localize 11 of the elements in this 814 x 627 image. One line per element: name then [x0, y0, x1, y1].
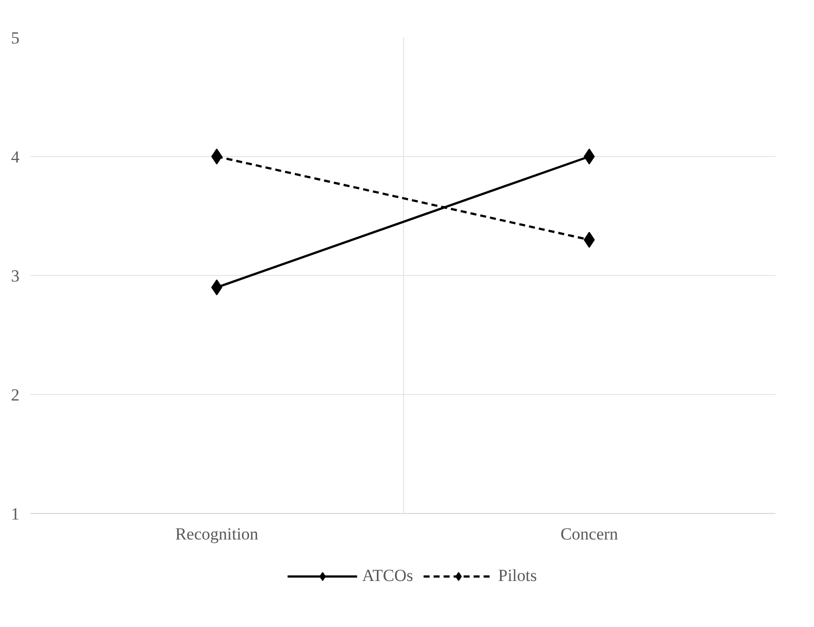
- x-tick-label: Recognition: [175, 524, 259, 544]
- point: [211, 148, 222, 164]
- y-tick-label: 5: [11, 28, 20, 48]
- y-tick-label: 2: [11, 386, 20, 404]
- y-tick-label: 4: [11, 148, 20, 166]
- legend-label: ATCOs: [362, 566, 414, 586]
- y-tick-label: 1: [11, 504, 20, 524]
- x-tick-label: Concern: [560, 524, 619, 544]
- legend-label: Pilots: [498, 566, 537, 586]
- y-tick-label: 3: [11, 266, 20, 286]
- point: [584, 148, 595, 164]
